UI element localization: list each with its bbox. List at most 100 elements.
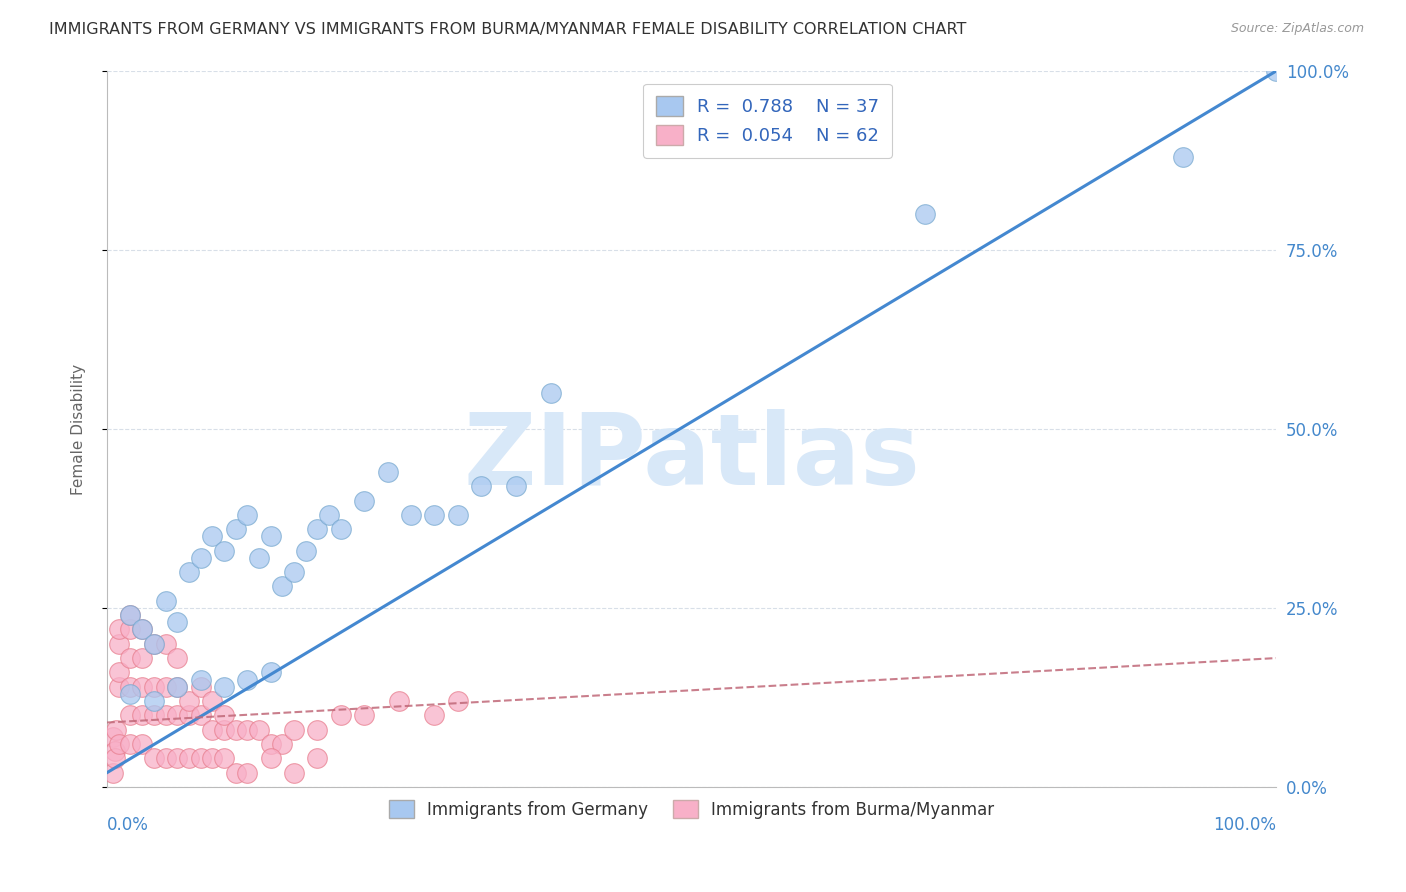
Point (166, 651, 188, 665)
Point (353, 493, 375, 508)
Point (225, 522, 247, 536)
Point (120, 608, 142, 623)
Point (295, 543, 318, 558)
Point (271, 579, 294, 593)
Text: IMMIGRANTS FROM GERMANY VS IMMIGRANTS FROM BURMA/MYANMAR FEMALE DISABILITY CORRE: IMMIGRANTS FROM GERMANY VS IMMIGRANTS FR… (49, 22, 966, 37)
Point (155, 751, 177, 765)
Point (225, 765, 247, 780)
Point (447, 694, 470, 708)
Point (236, 508, 259, 522)
Point (104, 751, 127, 765)
Point (212, 543, 235, 558)
Point (101, 730, 124, 744)
Point (260, 751, 283, 765)
Point (155, 680, 177, 694)
Point (329, 708, 352, 723)
Point (247, 723, 270, 737)
Point (166, 708, 188, 723)
Point (423, 708, 446, 723)
Text: ZIPatlas: ZIPatlas (463, 409, 920, 506)
Point (142, 637, 165, 651)
Point (177, 694, 200, 708)
Point (120, 708, 142, 723)
Point (283, 723, 305, 737)
Point (1171, 150, 1194, 164)
Point (104, 744, 127, 758)
Point (377, 465, 399, 479)
Point (142, 694, 165, 708)
Point (155, 708, 177, 723)
Point (201, 529, 224, 543)
Point (107, 623, 129, 637)
Point (177, 751, 200, 765)
Point (177, 708, 200, 723)
Point (1265, 64, 1288, 78)
Point (540, 386, 562, 401)
Point (166, 680, 188, 694)
Point (283, 765, 305, 780)
Text: 100.0%: 100.0% (1213, 815, 1277, 833)
Point (107, 665, 129, 680)
Point (271, 737, 294, 751)
Point (120, 680, 142, 694)
Point (353, 708, 375, 723)
Point (101, 765, 124, 780)
Point (120, 651, 142, 665)
Point (236, 765, 259, 780)
Point (307, 723, 329, 737)
Point (260, 737, 283, 751)
Point (155, 637, 177, 651)
Point (212, 680, 235, 694)
Point (166, 751, 188, 765)
Point (142, 751, 165, 765)
Point (131, 708, 153, 723)
Point (131, 623, 153, 637)
Point (914, 207, 936, 221)
Point (142, 680, 165, 694)
Point (201, 723, 224, 737)
Point (131, 680, 153, 694)
Point (190, 550, 212, 565)
Point (131, 651, 153, 665)
Point (423, 508, 446, 522)
Point (166, 615, 188, 630)
Point (190, 751, 212, 765)
Point (142, 708, 165, 723)
Point (120, 623, 142, 637)
Point (329, 522, 352, 536)
Point (107, 637, 129, 651)
Point (212, 723, 235, 737)
Point (142, 637, 165, 651)
Point (212, 708, 235, 723)
Point (307, 751, 329, 765)
Point (470, 479, 492, 493)
Y-axis label: Female Disability: Female Disability (72, 363, 86, 494)
Point (283, 565, 305, 579)
Point (201, 751, 224, 765)
Point (318, 508, 340, 522)
Point (190, 680, 212, 694)
Point (131, 623, 153, 637)
Point (225, 723, 247, 737)
Point (190, 673, 212, 687)
Point (177, 565, 200, 579)
Text: 0.0%: 0.0% (107, 815, 149, 833)
Point (120, 737, 142, 751)
Point (190, 708, 212, 723)
Point (307, 522, 329, 536)
Point (388, 694, 411, 708)
Point (166, 680, 188, 694)
Point (236, 673, 259, 687)
Point (107, 680, 129, 694)
Point (120, 608, 142, 623)
Point (107, 737, 129, 751)
Point (447, 508, 470, 522)
Point (236, 723, 259, 737)
Point (155, 594, 177, 608)
Point (131, 737, 153, 751)
Point (120, 687, 142, 701)
Point (201, 694, 224, 708)
Point (260, 529, 283, 543)
Point (212, 751, 235, 765)
Point (105, 723, 128, 737)
